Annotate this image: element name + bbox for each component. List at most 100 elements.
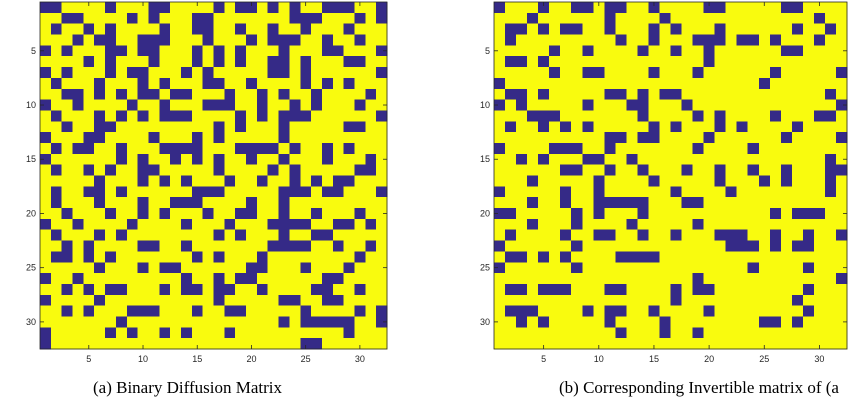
heatmap-cell	[246, 186, 258, 198]
heatmap-cell	[278, 67, 290, 79]
heatmap-cell	[648, 197, 660, 209]
heatmap-cell	[692, 186, 704, 198]
heatmap-cell	[560, 208, 572, 220]
heatmap-cell	[791, 142, 804, 155]
heatmap-cell	[791, 110, 804, 122]
heatmap-cell	[213, 294, 225, 306]
heatmap-cell	[813, 56, 826, 68]
heatmap-cell	[582, 45, 594, 57]
heatmap-cell	[376, 218, 388, 231]
heatmap-cell	[505, 175, 517, 187]
heatmap-cell	[637, 56, 649, 68]
heatmap-cell	[191, 2, 204, 14]
heatmap-cell	[354, 153, 366, 166]
heatmap-cell	[126, 12, 138, 25]
heatmap-cell	[289, 229, 301, 241]
heatmap-cell	[560, 175, 572, 187]
heatmap-cell	[604, 77, 616, 90]
heatmap-cell	[278, 186, 290, 198]
heatmap-cell	[180, 208, 193, 220]
heatmap-cell	[505, 2, 517, 14]
heatmap-cell	[354, 77, 366, 90]
heatmap-cell	[202, 142, 214, 155]
heatmap-cell	[758, 283, 771, 296]
plot-frame	[493, 1, 848, 350]
heatmap-cell	[835, 338, 848, 350]
heatmap-cell	[538, 294, 550, 306]
heatmap-cell	[115, 208, 128, 220]
heatmap-cell	[659, 132, 671, 144]
heatmap-cell	[747, 283, 760, 296]
heatmap-cell	[549, 45, 561, 57]
heatmap-cell	[615, 12, 627, 25]
heatmap-cell	[213, 186, 225, 198]
heatmap-cell	[256, 121, 269, 133]
heatmap-cell	[824, 164, 837, 176]
heatmap-cell	[769, 208, 782, 220]
heatmap-cell	[659, 2, 671, 14]
heatmap-cell	[289, 338, 301, 350]
heatmap-cell	[516, 327, 528, 339]
heatmap-cell	[159, 132, 171, 144]
heatmap-cell	[311, 229, 323, 241]
heatmap-cell	[758, 294, 771, 306]
heatmap-cell	[637, 316, 649, 328]
heatmap-cell	[105, 2, 117, 14]
heatmap-cell	[267, 197, 279, 209]
heatmap-cell	[527, 262, 539, 274]
heatmap-cell	[714, 305, 727, 317]
x-tick-label: 5	[86, 354, 91, 364]
heatmap-cell	[725, 175, 738, 187]
heatmap-cell	[769, 110, 782, 122]
heatmap-cell	[835, 99, 848, 111]
heatmap-cell	[538, 186, 550, 198]
heatmap-cell	[115, 240, 128, 252]
heatmap-cell	[180, 142, 193, 155]
heatmap-cell	[769, 283, 782, 296]
heatmap-cell	[505, 316, 517, 328]
heatmap-cell	[50, 294, 63, 306]
heatmap-cell	[235, 229, 247, 241]
heatmap-cell	[148, 110, 160, 122]
heatmap-cell	[191, 45, 204, 57]
heatmap-cell	[615, 229, 627, 241]
heatmap-cell	[50, 273, 63, 285]
heatmap-cell	[267, 99, 279, 111]
heatmap-cell	[538, 262, 550, 274]
heatmap-cell	[714, 164, 727, 176]
heatmap-cell	[83, 164, 95, 176]
heatmap-cell	[354, 208, 366, 220]
heatmap-cell	[835, 273, 848, 285]
heatmap-cell	[494, 132, 506, 144]
heatmap-cell	[115, 175, 128, 187]
heatmap-cell	[549, 67, 561, 79]
heatmap-cell	[365, 99, 377, 111]
heatmap-cell	[235, 67, 247, 79]
heatmap-cell	[780, 67, 793, 79]
heatmap-cell	[311, 164, 323, 176]
heatmap-cell	[571, 197, 583, 209]
heatmap-cell	[703, 175, 715, 187]
heatmap-cell	[137, 67, 149, 79]
heatmap-cell	[593, 327, 605, 339]
heatmap-cell	[791, 208, 804, 220]
heatmap-cell	[725, 327, 738, 339]
heatmap-cell	[549, 294, 561, 306]
heatmap-cell	[72, 2, 84, 14]
heatmap-cell	[126, 338, 138, 350]
heatmap-cell	[126, 327, 138, 339]
heatmap-cell	[72, 197, 84, 209]
heatmap-cell	[365, 77, 377, 90]
heatmap-cell	[50, 23, 63, 35]
heatmap-cell	[148, 175, 160, 187]
heatmap-cell	[332, 273, 344, 285]
heatmap-cell	[582, 153, 594, 166]
heatmap-cell	[376, 251, 388, 263]
heatmap-cell	[321, 77, 334, 90]
heatmap-cell	[321, 338, 334, 350]
heatmap-cell	[824, 121, 837, 133]
heatmap-cell	[494, 67, 506, 79]
heatmap-cell	[180, 12, 193, 25]
heatmap-cell	[516, 2, 528, 14]
heatmap-cell	[813, 142, 826, 155]
